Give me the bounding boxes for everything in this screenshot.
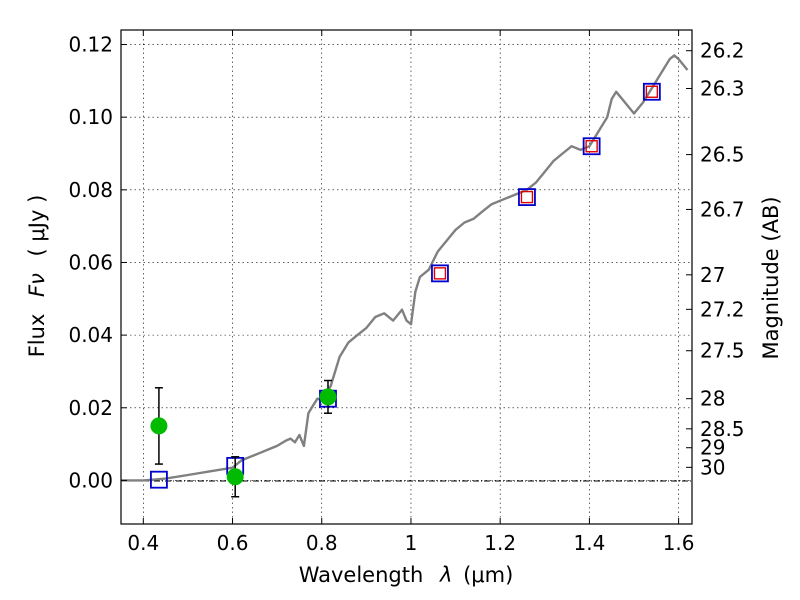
y2-tick-label: 30 <box>700 455 725 479</box>
observed-point <box>150 417 168 435</box>
model-point-square <box>642 82 661 101</box>
y2-tick-label: 28.5 <box>700 417 745 441</box>
y-tick-label: 0.08 <box>68 178 113 202</box>
x-tick-label: 1.4 <box>573 531 605 555</box>
x-tick-label: 0.6 <box>217 531 249 555</box>
y2-tick-label: 26.2 <box>700 39 745 63</box>
x-tick-label: 1 <box>405 531 418 555</box>
y-tick-label: 0.02 <box>68 396 113 420</box>
model-point-square <box>431 264 449 283</box>
y2-axis-label: Magnitude (AB) <box>759 196 783 359</box>
y-axis: 0.00 0.02 0.04 0.06 0.08 0.10 0.12 <box>68 33 127 492</box>
model-spectrum-line <box>121 54 689 482</box>
x-tick-label: 0.8 <box>306 531 338 555</box>
y2-tick-label: 27 <box>700 263 725 287</box>
y2-tick-label: 27.2 <box>700 297 745 321</box>
y2-tick-label: 26.5 <box>700 143 745 167</box>
x-axis: 0.4 0.6 0.8 1 1.2 1.4 1.6 <box>127 30 695 555</box>
model-point-square <box>518 188 536 206</box>
x-tick-label: 1.2 <box>484 531 516 555</box>
plot-marks <box>121 54 689 498</box>
model-point-inner-square <box>585 140 598 153</box>
y-axis-label: Flux Fν ( μJy ) <box>25 195 49 358</box>
model-point-square <box>150 470 168 489</box>
y-tick-label: 0.10 <box>68 105 113 129</box>
y-axis-label-text: Flux <box>25 314 49 358</box>
grid-lines <box>121 30 692 524</box>
model-point-inner-square <box>433 267 447 280</box>
model-point-inner-square <box>645 85 659 98</box>
x-tick-label: 1.6 <box>663 531 695 555</box>
y-axis-label-unit: ( μJy ) <box>25 195 49 257</box>
observed-point <box>319 388 337 406</box>
plot-frame <box>120 29 693 525</box>
x-axis-label-unit: (μm) <box>463 563 513 587</box>
y-tick-label: 0.00 <box>68 468 113 492</box>
model-point-inner-square <box>520 190 534 204</box>
observed-point <box>226 468 244 486</box>
y-tick-label: 0.12 <box>68 33 113 57</box>
x-axis-label-text: Wavelength <box>299 563 424 587</box>
model-point-square <box>582 137 601 156</box>
y2-tick-label: 26.3 <box>700 76 745 100</box>
y2-tick-label: 27.5 <box>700 339 745 363</box>
y2-tick-label: 29 <box>700 436 725 460</box>
x-axis-label-symbol: λ <box>439 563 452 587</box>
y-tick-label: 0.06 <box>68 250 113 274</box>
y-axis-label-symbol: Fν <box>25 273 49 297</box>
y2-tick-label: 28 <box>700 387 725 411</box>
y-tick-label: 0.04 <box>68 323 113 347</box>
x-axis-label: Wavelength λ (μm) <box>299 563 514 587</box>
y2-tick-label: 26.7 <box>700 197 745 221</box>
x-tick-label: 0.4 <box>127 531 159 555</box>
